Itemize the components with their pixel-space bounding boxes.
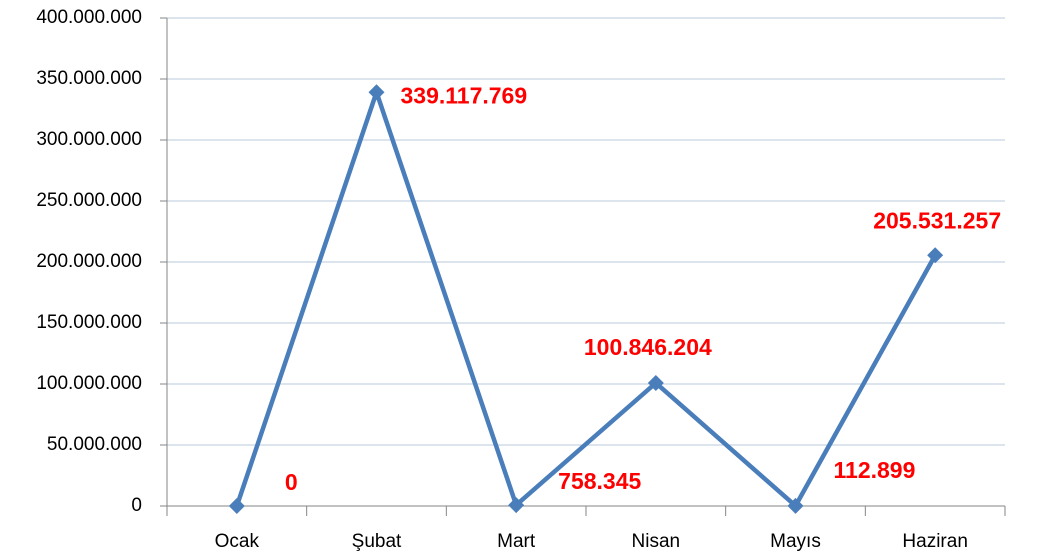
x-tick-label: Mayıs (770, 531, 821, 552)
value-label: 112.899 (834, 457, 916, 483)
y-tick-label: 150.000.000 (36, 312, 142, 333)
marker (228, 498, 245, 514)
marker (508, 497, 525, 514)
y-tick-label: 200.000.000 (36, 251, 142, 272)
y-tick-label: 250.000.000 (36, 190, 142, 211)
value-label: 205.531.257 (873, 207, 1001, 233)
value-label: 758.345 (558, 468, 641, 494)
y-tick-label: 100.000.000 (36, 373, 142, 394)
y-tick-label: 0 (131, 495, 142, 516)
x-tick-label: Mart (497, 531, 536, 552)
x-tick-label: Haziran (902, 531, 967, 552)
value-label: 100.846.204 (584, 334, 712, 360)
y-tick-label: 400.000.000 (36, 7, 142, 28)
line (234, 90, 938, 509)
x-tick-label: Nisan (632, 531, 681, 552)
marker (787, 497, 804, 514)
value-label: 0 (285, 469, 298, 495)
marker (368, 84, 385, 101)
value-label: 339.117.769 (401, 82, 528, 108)
y-tick-label: 50.000.000 (47, 434, 142, 455)
y-tick-label: 300.000.000 (36, 129, 142, 150)
y-tick-label: 350.000.000 (36, 68, 142, 89)
marker (927, 247, 944, 264)
marker (647, 374, 664, 391)
x-tick-label: Ocak (215, 531, 260, 552)
x-tick-label: Şubat (352, 531, 402, 552)
